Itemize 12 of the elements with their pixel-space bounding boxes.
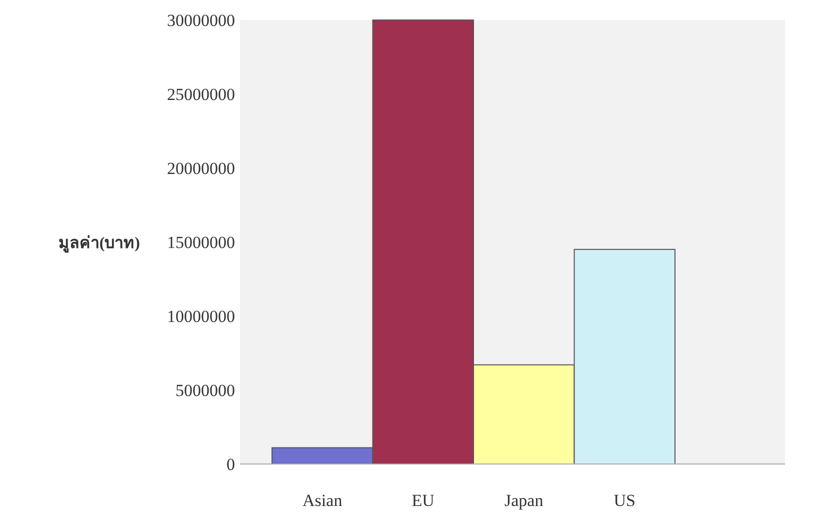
y-tick-label: 10000000 [167,307,235,326]
y-tick-label: 25000000 [167,85,235,104]
y-tick-label: 15000000 [167,233,235,252]
y-axis-title: มูลค่า(บาท) [58,235,140,254]
y-tick-label: 20000000 [167,159,235,178]
x-tick-label: Asian [302,491,343,510]
x-tick-label: US [614,491,636,510]
y-tick-label: 5000000 [176,381,235,400]
x-tick-label: EU [412,491,434,510]
y-tick-label: 0 [226,455,235,474]
x-tick-label: Japan [504,491,544,510]
y-tick-label: 30000000 [167,11,235,30]
